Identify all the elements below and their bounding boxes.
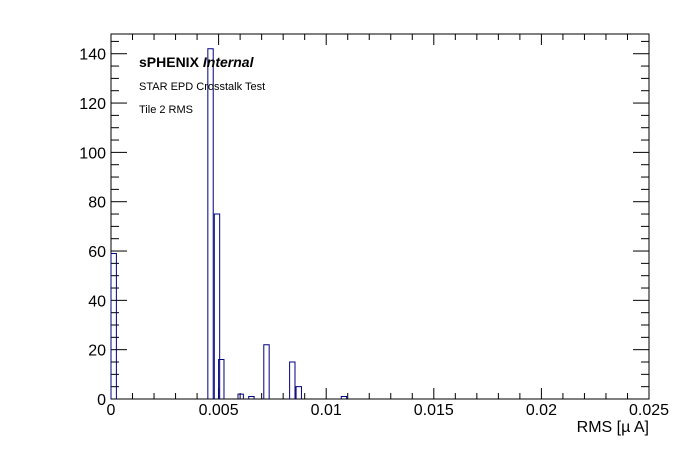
x-tick-label: 0.015	[414, 402, 454, 419]
histogram-bin	[340, 396, 348, 399]
histogram-bin	[295, 386, 302, 399]
x-tick-label: 0.02	[526, 402, 557, 419]
y-tick-label: 100	[79, 145, 106, 162]
histogram-bin	[213, 213, 221, 399]
x-tick-label: 0.025	[629, 402, 669, 419]
histogram-bars	[110, 48, 348, 399]
histogram-bin	[289, 361, 296, 399]
histogram-bin	[207, 48, 214, 399]
x-tick-label: 0.005	[199, 402, 239, 419]
annotation-test-name: STAR EPD Crosstalk Test	[139, 81, 265, 93]
experiment-label: sPHENIX Internal	[139, 54, 255, 70]
histogram-bin	[248, 396, 255, 399]
x-axis-title: RMS [µ A]	[577, 419, 649, 436]
y-tick-label: 140	[79, 47, 106, 64]
y-tick-label: 80	[88, 195, 106, 212]
status-label: Internal	[203, 54, 255, 70]
y-tick-label: 40	[88, 293, 106, 310]
x-tick-label: 0.01	[311, 402, 342, 419]
histogram-bin	[263, 344, 270, 399]
experiment-name: sPHENIX	[139, 54, 200, 70]
y-tick-label: 20	[88, 343, 106, 360]
histogram-bin	[218, 359, 225, 399]
x-tick-label: 0	[107, 402, 116, 419]
y-tick-label: 120	[79, 96, 106, 113]
frame	[110, 33, 650, 400]
y-tick-label: 0	[97, 392, 106, 409]
histogram-bin	[237, 393, 244, 399]
axes: 0 0.005 0.01 0.015 0.02 0.025 0 20 40 60 80 100 120 1…	[79, 34, 669, 419]
annotation-tile: Tile 2 RMS	[139, 104, 193, 116]
histogram-bin	[110, 252, 117, 399]
y-tick-label: 60	[88, 244, 106, 261]
